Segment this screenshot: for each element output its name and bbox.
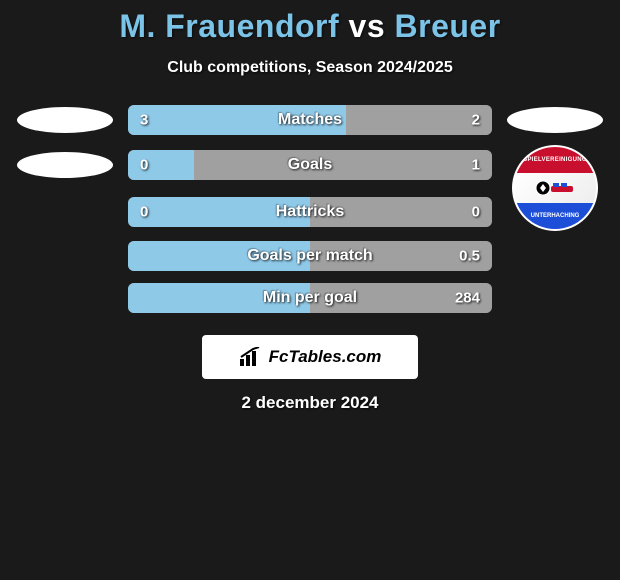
bar-left: [128, 241, 310, 271]
comparison-card: M. Frauendorf vs Breuer Club competition…: [0, 0, 620, 421]
badge-top-text: SPIELVEREINIGUNG: [514, 147, 596, 173]
stat-right-value: 2: [472, 112, 480, 129]
club-badge-icon: SPIELVEREINIGUNG UNTERHACHING: [514, 147, 596, 229]
bar-left: [128, 150, 194, 180]
stat-left-value: 0: [140, 156, 148, 173]
branding-text: FcTables.com: [269, 347, 382, 367]
bar-left: [128, 105, 346, 135]
subtitle: Club competitions, Season 2024/2025: [10, 59, 610, 77]
page-title: M. Frauendorf vs Breuer: [10, 8, 610, 45]
player1-icon-2: [10, 152, 120, 178]
stat-row-gpm: 0.5 Goals per match: [128, 241, 492, 271]
bar-right: [346, 105, 492, 135]
badge-bottom-text: UNTERHACHING: [514, 203, 596, 229]
stat-row-goals: 0 1 Goals: [128, 150, 492, 180]
chart-icon: [239, 347, 263, 367]
stat-left-value: 3: [140, 112, 148, 129]
bar-right: [310, 197, 492, 227]
vs-text: vs: [349, 8, 386, 44]
player1-icon-1: [10, 107, 120, 133]
branding-box[interactable]: FcTables.com: [202, 335, 418, 379]
bar-right: [194, 150, 492, 180]
player-ellipse-icon: [17, 107, 113, 133]
stat-right-value: 0.5: [459, 248, 480, 265]
stat-right-value: 1: [472, 156, 480, 173]
player-ellipse-icon: [17, 152, 113, 178]
player-ellipse-icon: [507, 107, 603, 133]
comparison-grid: 3 2 Matches 0 1 Goals SPIELVEREINIGUNG: [10, 105, 610, 313]
player2-club-badge: SPIELVEREINIGUNG UNTERHACHING: [500, 147, 610, 229]
stat-right-value: 284: [455, 290, 480, 307]
stat-right-value: 0: [472, 203, 480, 220]
stat-left-value: 0: [140, 203, 148, 220]
player2-name: Breuer: [395, 8, 501, 44]
badge-mid-icon: [514, 173, 596, 203]
player2-icon-1: [500, 107, 610, 133]
stat-row-mpg: 284 Min per goal: [128, 283, 492, 313]
bar-left: [128, 283, 310, 313]
stat-row-hattricks: 0 0 Hattricks: [128, 197, 492, 227]
footer-date: 2 december 2024: [10, 393, 610, 413]
stat-row-matches: 3 2 Matches: [128, 105, 492, 135]
player1-name: M. Frauendorf: [119, 8, 339, 44]
bar-left: [128, 197, 310, 227]
